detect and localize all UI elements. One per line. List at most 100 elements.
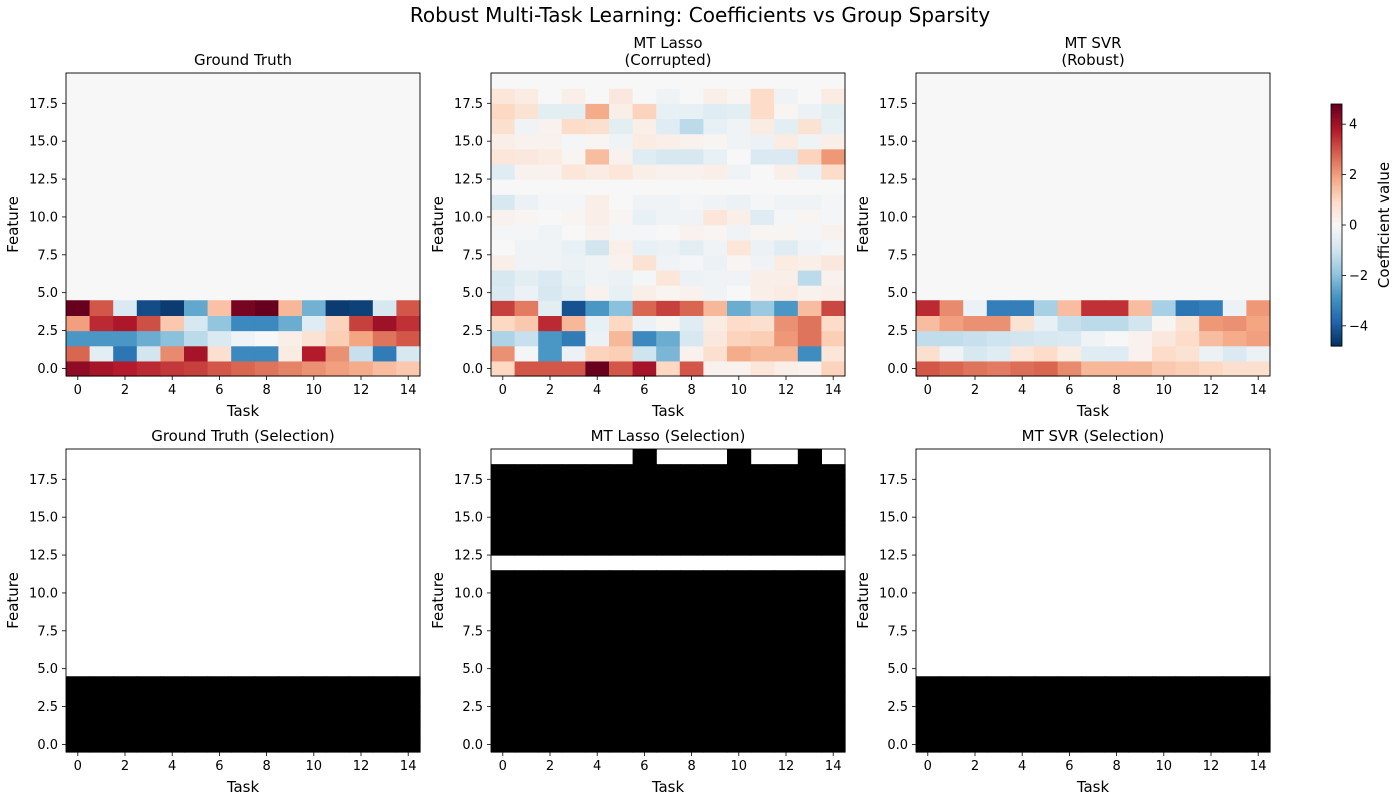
x-tick-label: 0 <box>74 383 82 398</box>
heatmap-cell <box>632 269 657 286</box>
heatmap-cell <box>963 706 988 723</box>
heatmap-cell <box>136 300 161 316</box>
heatmap-cell <box>325 691 350 708</box>
heatmap-cell <box>1057 360 1082 377</box>
heatmap-cell <box>679 345 704 362</box>
colorbar-segment <box>1331 304 1342 307</box>
heatmap-cell <box>538 464 563 480</box>
heatmap-cell <box>632 509 657 526</box>
heatmap-cell <box>1152 706 1177 723</box>
heatmap-cell <box>538 118 563 135</box>
heatmap-cell <box>679 360 704 377</box>
heatmap-cell <box>136 706 161 723</box>
heatmap-cell <box>1081 721 1106 738</box>
heatmap-cell <box>916 691 941 708</box>
heatmap-cell <box>797 345 822 362</box>
colorbar-segment <box>1331 212 1342 215</box>
heatmap-cell <box>184 736 209 753</box>
heatmap-cell <box>750 360 775 377</box>
colorbar-segment <box>1331 148 1342 151</box>
colorbar-segment <box>1331 340 1342 343</box>
heatmap-cell <box>1246 300 1271 316</box>
heatmap-cell <box>514 539 539 556</box>
heatmap-cell <box>916 706 941 723</box>
heatmap-cell <box>1199 706 1224 723</box>
heatmap-cell <box>727 300 752 316</box>
x-tick-label: 6 <box>640 383 648 398</box>
heatmap-cell <box>656 645 681 662</box>
y-axis-label: Feature <box>854 572 872 629</box>
x-axis-label: Task <box>651 778 685 796</box>
heatmap-cell <box>514 615 539 632</box>
heatmap-cell <box>372 315 397 332</box>
heatmap-cell <box>797 103 822 120</box>
heatmap-cell <box>703 600 728 617</box>
heatmap-cell <box>656 88 681 104</box>
heatmap-cell <box>632 163 657 180</box>
heatmap-cell <box>679 148 704 165</box>
heatmap-cell <box>609 224 634 241</box>
heatmap-cell <box>656 285 681 301</box>
heatmap-cell <box>797 661 822 677</box>
heatmap-cell <box>774 691 799 708</box>
heatmap-cell <box>632 224 657 241</box>
colorbar-segment <box>1331 314 1342 317</box>
colorbar-segment <box>1331 144 1342 147</box>
heatmap-cell <box>514 254 539 271</box>
heatmap-cell <box>491 464 516 480</box>
colorbar-segment <box>1331 166 1342 169</box>
heatmap-cell <box>302 300 327 316</box>
colorbar-segment <box>1331 326 1342 329</box>
heatmap-cell <box>750 73 775 89</box>
heatmap-cell <box>585 676 610 692</box>
heatmap-cell <box>254 300 279 316</box>
heatmap-cell <box>797 706 822 723</box>
heatmap-cell <box>774 464 799 480</box>
heatmap-cell <box>821 118 846 135</box>
x-tick-label: 6 <box>215 759 223 774</box>
heatmap-cell <box>538 360 563 377</box>
heatmap-cell <box>66 691 91 708</box>
heatmap-cell <box>491 494 516 511</box>
heatmap-cell <box>609 600 634 617</box>
heatmap-cells <box>491 449 846 753</box>
heatmap-cell <box>585 285 610 301</box>
y-tick-label: 0.0 <box>37 738 58 753</box>
colorbar-tick-label: 0 <box>1349 219 1357 234</box>
heatmap-cell <box>254 706 279 723</box>
heatmap-cell <box>231 330 256 347</box>
heatmap-cell <box>491 509 516 526</box>
heatmap-cell <box>774 209 799 226</box>
heatmap-cell <box>703 479 728 496</box>
heatmap-cell <box>656 239 681 256</box>
y-tick-label: 17.5 <box>879 473 908 488</box>
heatmap-cell <box>821 315 846 332</box>
heatmap-cell <box>1199 300 1224 316</box>
heatmap-cell <box>561 570 586 586</box>
heatmap-cell <box>916 330 941 347</box>
colorbar-segment <box>1331 184 1342 187</box>
heatmap-cell <box>774 179 799 195</box>
heatmap-cell <box>514 194 539 210</box>
y-tick-label: 12.5 <box>454 173 483 188</box>
heatmap-cell <box>797 269 822 286</box>
heatmap-cell <box>1246 691 1271 708</box>
colorbar-tick-label: 2 <box>1349 168 1357 183</box>
y-tick-label: 17.5 <box>454 97 483 112</box>
heatmap-cell <box>1128 360 1153 377</box>
heatmap-cell <box>1222 706 1247 723</box>
heatmap-cell <box>585 88 610 104</box>
heatmap-cell <box>963 330 988 347</box>
colorbar-segment <box>1331 172 1342 175</box>
heatmap-cell <box>703 254 728 271</box>
heatmap-cell <box>1128 315 1153 332</box>
heatmap-cell <box>538 345 563 362</box>
heatmap-cell <box>632 661 657 677</box>
heatmap-cell <box>514 269 539 286</box>
heatmap-cell <box>703 300 728 316</box>
heatmap-cell <box>1175 736 1200 753</box>
colorbar-segment <box>1331 140 1342 143</box>
heatmap-cell <box>538 285 563 301</box>
heatmap-cell <box>750 736 775 753</box>
heatmap-cell <box>538 133 563 150</box>
